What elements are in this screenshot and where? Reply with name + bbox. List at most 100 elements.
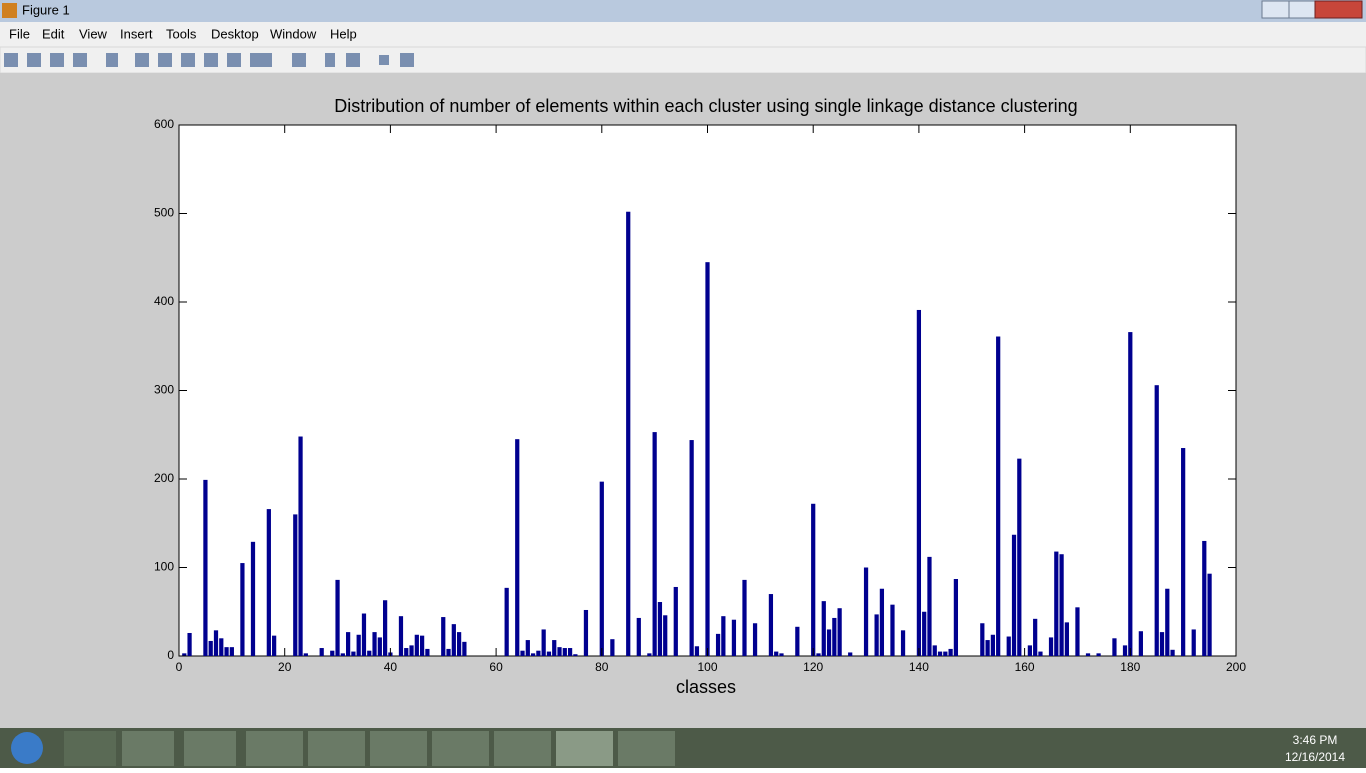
tool-icon[interactable] xyxy=(292,53,306,67)
window-title: Figure 1 xyxy=(22,2,70,17)
tool-icon[interactable] xyxy=(73,53,87,67)
bar xyxy=(721,616,726,656)
menu-item[interactable]: View xyxy=(79,26,108,41)
bar xyxy=(1165,588,1170,656)
taskbar-app[interactable] xyxy=(64,731,116,766)
bar xyxy=(996,336,1001,656)
tool-icon[interactable] xyxy=(204,53,218,67)
taskbar-app[interactable] xyxy=(122,731,174,766)
taskbar-app[interactable] xyxy=(432,731,489,766)
tool-icon[interactable] xyxy=(325,53,335,67)
start-button[interactable] xyxy=(11,732,43,764)
bar xyxy=(816,653,821,656)
tool-icon[interactable] xyxy=(4,53,18,67)
bar xyxy=(372,632,377,656)
bar xyxy=(1170,649,1175,656)
menu-item[interactable]: Edit xyxy=(42,26,65,41)
tool-icon[interactable] xyxy=(158,53,172,67)
bar xyxy=(319,648,324,656)
taskbar-app[interactable] xyxy=(618,731,675,766)
menu-item[interactable]: Window xyxy=(270,26,317,41)
x-tick-label: 20 xyxy=(278,660,292,674)
bar xyxy=(1207,573,1212,656)
tool-icon[interactable] xyxy=(181,53,195,67)
bar xyxy=(1191,629,1196,656)
x-tick-label: 80 xyxy=(595,660,609,674)
x-tick-label: 180 xyxy=(1120,660,1140,674)
menu-item[interactable]: Insert xyxy=(120,26,153,41)
bar xyxy=(1038,651,1043,656)
bar xyxy=(879,588,885,656)
bar xyxy=(943,651,948,656)
bar xyxy=(863,567,869,656)
close-button[interactable] xyxy=(1314,0,1363,19)
bar xyxy=(330,650,335,656)
bar xyxy=(293,514,298,656)
bar xyxy=(1085,653,1091,656)
menu-item[interactable]: File xyxy=(9,26,30,41)
bar xyxy=(1033,618,1038,656)
tool-icon[interactable] xyxy=(135,53,149,67)
y-tick-label: 0 xyxy=(167,648,174,662)
menu-item[interactable]: Desktop xyxy=(211,26,259,41)
taskbar-app[interactable] xyxy=(370,731,427,766)
bar xyxy=(367,650,372,656)
y-tick-label: 400 xyxy=(154,294,174,308)
x-tick-label: 0 xyxy=(176,660,183,674)
bar xyxy=(811,503,816,656)
tool-icon[interactable] xyxy=(400,53,414,67)
bar xyxy=(456,632,462,656)
x-tick-label: 160 xyxy=(1015,660,1035,674)
bar xyxy=(451,624,456,656)
minimize-button[interactable] xyxy=(1261,0,1290,19)
tool-icon[interactable] xyxy=(227,53,241,67)
bar xyxy=(240,563,245,656)
y-tick-label: 100 xyxy=(154,560,174,574)
taskbar-app[interactable] xyxy=(556,731,613,766)
taskbar-app[interactable] xyxy=(494,731,551,766)
bar xyxy=(340,653,345,656)
bar xyxy=(663,615,668,656)
bar xyxy=(752,623,758,656)
bar xyxy=(224,647,229,656)
bar xyxy=(377,637,382,656)
bar xyxy=(916,309,922,656)
taskbar-app[interactable] xyxy=(246,731,303,766)
bar xyxy=(1159,632,1165,656)
tool-icon[interactable] xyxy=(50,53,64,67)
bar xyxy=(583,609,589,656)
toolbar-icons xyxy=(4,53,414,67)
title-bar xyxy=(0,0,1366,22)
bar xyxy=(948,648,953,656)
bar xyxy=(515,439,520,656)
bar xyxy=(520,650,525,656)
menu-item[interactable]: Tools xyxy=(166,26,197,41)
y-tick-label: 300 xyxy=(154,383,174,397)
bar xyxy=(203,479,208,656)
bar xyxy=(187,632,192,656)
bar xyxy=(351,651,356,656)
menu-item[interactable]: Help xyxy=(330,26,357,41)
bar xyxy=(272,635,277,656)
app-icon xyxy=(2,3,17,18)
tool-icon[interactable] xyxy=(250,53,272,67)
x-tick-label: 60 xyxy=(489,660,503,674)
tool-icon[interactable] xyxy=(346,53,360,67)
bar xyxy=(705,262,710,656)
tool-icon[interactable] xyxy=(27,53,41,67)
bar xyxy=(832,617,837,656)
bar xyxy=(419,635,425,656)
tool-icon[interactable] xyxy=(106,53,118,67)
taskbar-app[interactable] xyxy=(184,731,236,766)
bar xyxy=(1075,607,1080,656)
bar xyxy=(441,617,446,656)
bar xyxy=(446,648,451,656)
taskbar-app[interactable] xyxy=(308,731,365,766)
clock-time: 3:46 PM xyxy=(1293,733,1338,747)
bar xyxy=(1064,622,1069,656)
tool-icon[interactable] xyxy=(379,55,389,65)
bar xyxy=(208,640,213,656)
bar xyxy=(821,601,826,656)
maximize-button[interactable] xyxy=(1288,0,1316,19)
bar xyxy=(922,611,927,656)
